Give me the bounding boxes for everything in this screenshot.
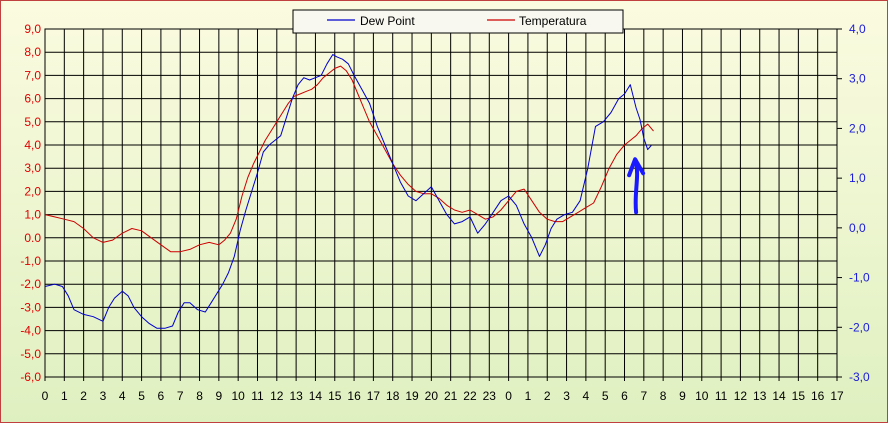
left-tick-label: 7,0 [24,68,41,82]
x-axis-ticks: 0 1 2 3 4 5 6 7 8 9 10 11 12 13 14 15 16 17 18 19 20 21 22 23 0 1… [42,377,844,403]
x-tick-label: 7 [177,389,184,403]
legend: Dew Point Temperatura [292,9,624,34]
x-tick-label: 14 [772,389,786,403]
x-tick-label: 21 [444,389,458,403]
x-tick-label: 10 [231,389,245,403]
grid-lines [44,28,838,378]
x-tick-label: 0 [42,389,49,403]
left-tick-label: 9,0 [24,22,41,36]
left-tick-label: 2,0 [24,184,41,198]
left-tick-label: 1,0 [24,208,41,222]
plot-area [44,28,838,378]
x-tick-label: 12 [734,389,748,403]
right-tick-label: 0,0 [849,221,866,235]
legend-label-dew-point: Dew Point [360,14,415,28]
x-tick-label: 9 [679,389,686,403]
x-tick-label: 12 [270,389,284,403]
legend-box [292,9,624,34]
x-tick-label: 3 [563,389,570,403]
left-tick-label: 5,0 [24,115,41,129]
x-tick-label: 10 [695,389,709,403]
left-axis-ticks: 9,0 8,0 7,0 6,0 5,0 4,0 3,0 2,0 1,0 0.0 -1,0 -2,0 -3… [20,22,41,384]
x-tick-label: 8 [660,389,667,403]
x-tick-label: 14 [309,389,323,403]
left-tick-label: -2,0 [20,277,41,291]
x-tick-label: 3 [100,389,107,403]
x-tick-label: 16 [811,389,825,403]
series-line-dew-point [44,54,652,329]
left-tick-label: 0.0 [24,231,41,245]
left-tick-label: 4,0 [24,138,41,152]
x-tick-label: 1 [525,389,532,403]
x-tick-label: 0 [505,389,512,403]
x-tick-label: 2 [80,389,87,403]
right-tick-label: 2,0 [849,121,866,135]
x-tick-label: 7 [640,389,647,403]
left-tick-label: -6,0 [20,370,41,384]
left-tick-label: -5,0 [20,347,41,361]
arrow-shaft [633,159,640,215]
x-tick-label: 6 [158,389,165,403]
x-tick-label: 20 [425,389,439,403]
series-line-temperatura [44,65,654,253]
x-tick-label: 5 [138,389,145,403]
x-tick-label: 5 [602,389,609,403]
x-tick-label: 16 [347,389,361,403]
left-tick-label: 6,0 [24,92,41,106]
left-tick-label: -4,0 [20,324,41,338]
x-tick-label: 17 [830,389,844,403]
x-tick-label: 6 [621,389,628,403]
x-tick-label: 11 [251,389,264,403]
x-tick-label: 8 [196,389,203,403]
x-tick-label: 9 [216,389,223,403]
right-tick-label: 4,0 [849,22,866,36]
x-tick-label: 15 [328,389,342,403]
left-tick-label: -1,0 [20,254,41,268]
x-tick-label: 11 [715,389,728,403]
right-tick-label: 3,0 [849,72,866,86]
left-tick-label: 8,0 [24,45,41,59]
right-tick-label: -3,0 [849,370,870,384]
x-tick-label: 13 [753,389,767,403]
plot-border [44,28,838,378]
right-tick-label: -1,0 [849,271,870,285]
right-tick-label: -2,0 [849,320,870,334]
x-tick-label: 2 [544,389,551,403]
x-tick-label: 15 [792,389,806,403]
x-tick-label: 18 [386,389,400,403]
legend-label-temperatura: Temperatura [519,14,587,28]
x-tick-label: 4 [583,389,590,403]
x-tick-label: 22 [463,389,477,403]
left-tick-label: -3,0 [20,300,41,314]
x-tick-label: 17 [367,389,381,403]
left-tick-label: 3,0 [24,161,41,175]
x-tick-label: 23 [483,389,497,403]
x-tick-label: 4 [119,389,126,403]
x-tick-label: 1 [61,389,68,403]
arrow-head [627,157,646,178]
series-layer [44,54,654,329]
x-tick-label: 13 [289,389,303,403]
right-axis-ticks: 4,0 3,0 2,0 1,0 0,0 -1,0 -2,0 -3,0 [837,22,870,384]
arrow-annotation [627,157,646,215]
right-tick-label: 1,0 [849,171,866,185]
x-tick-label: 19 [405,389,419,403]
